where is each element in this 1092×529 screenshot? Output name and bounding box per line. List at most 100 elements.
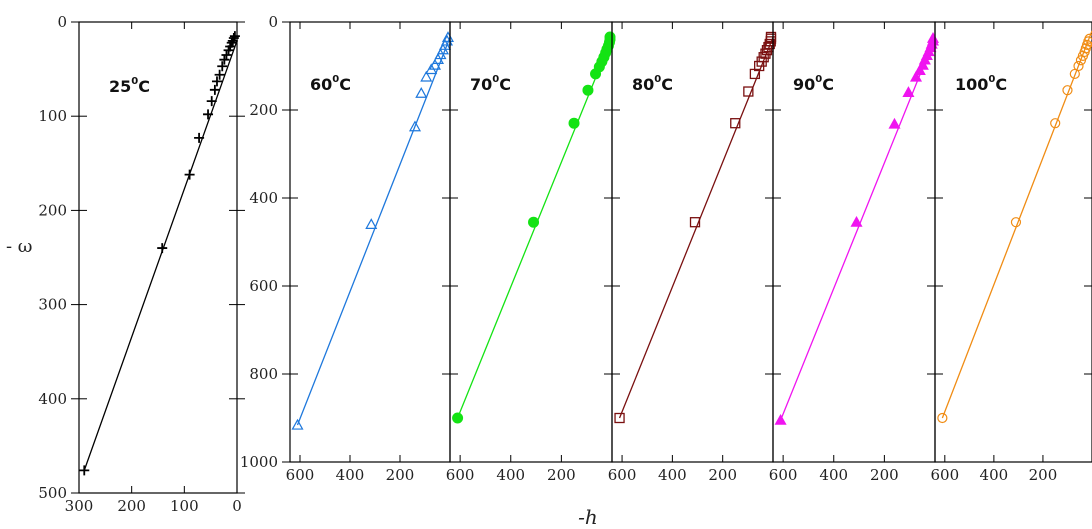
temperature-label: 600C (310, 74, 351, 94)
y-tick-label: 200 (38, 201, 67, 219)
y-axis-label: - ω (6, 236, 32, 257)
data-point (211, 76, 222, 87)
data-point (765, 31, 777, 43)
x-tick-label: 200 (386, 466, 415, 484)
data-point (764, 38, 775, 50)
y-tick-label: 100 (38, 107, 67, 125)
x-tick-label: 200 (547, 466, 576, 484)
fit-line (779, 37, 936, 421)
data-point (194, 132, 205, 143)
x-tick-label: 200 (1029, 466, 1058, 484)
data-point (760, 48, 771, 59)
temperature-label: 250C (109, 76, 150, 96)
data-point (452, 412, 464, 424)
data-point (1073, 60, 1084, 72)
data-point (689, 217, 701, 228)
x-tick-label: 200 (870, 466, 899, 484)
y-tick-label: 400 (249, 189, 278, 207)
x-tick-label: 600 (286, 466, 315, 484)
plot-frame (78, 21, 238, 494)
y-tick-label: 800 (249, 365, 278, 383)
data-point (203, 109, 214, 120)
data-point (229, 31, 240, 42)
data-point (888, 117, 901, 129)
data-point (916, 58, 929, 70)
panel-1: 300 200 100 0 0 100 200 300 400 500 250C (38, 13, 245, 515)
data-point (1062, 85, 1073, 96)
x-tick-label: 400 (819, 466, 848, 484)
data-point (408, 120, 422, 132)
data-point (217, 61, 228, 72)
fit-line (618, 37, 774, 419)
temperature-label: 700C (470, 74, 511, 94)
data-point (528, 216, 540, 228)
x-tick-label: 100 (170, 497, 199, 515)
x-tick-label: 400 (336, 466, 365, 484)
data-point (758, 52, 769, 63)
data-point (614, 412, 625, 424)
y-tick-label: 600 (249, 277, 278, 295)
fit-line (296, 37, 451, 426)
data-point (1050, 118, 1061, 129)
data-point (184, 169, 195, 180)
data-point (157, 243, 168, 254)
data-point (226, 37, 237, 48)
data-point (221, 49, 232, 60)
panel-5: 600 400 200 900C (765, 21, 943, 484)
data-point (909, 70, 923, 82)
data-point (902, 86, 915, 98)
data-point (1084, 33, 1092, 44)
panels: 300 200 100 0 0 100 200 300 400 500 250C 600 400 200 0… (38, 13, 1092, 515)
panel-6: 600 400 200 1000C (927, 21, 1092, 484)
data-point (743, 86, 754, 97)
plot-frame (934, 21, 1092, 463)
data-point (209, 84, 220, 95)
data-point (568, 117, 580, 129)
x-tick-label: 400 (496, 466, 525, 484)
data-point (926, 32, 940, 43)
x-tick-label: 600 (769, 466, 798, 484)
data-point (219, 54, 230, 65)
x-axis-label: -h (578, 505, 598, 529)
x-tick-label: 600 (930, 466, 959, 484)
x-tick-label: 300 (65, 497, 94, 515)
y-tick-label: 0 (57, 13, 67, 31)
data-point (604, 31, 616, 43)
data-point (730, 118, 741, 129)
data-point (1010, 217, 1022, 228)
fit-line (83, 40, 238, 471)
temperature-label: 800C (632, 74, 673, 94)
data-point (420, 70, 433, 82)
data-point (415, 87, 428, 98)
y-tick-label: 400 (38, 390, 67, 408)
panel-2: 600 400 200 0 200 400 600 800 1000 600C (240, 13, 458, 484)
x-tick-label: 200 (117, 497, 146, 515)
y-tick-label: 1000 (240, 453, 278, 471)
x-tick-label: 400 (980, 466, 1009, 484)
data-point (1083, 36, 1092, 47)
data-point (913, 64, 926, 76)
x-tick-label: 200 (708, 466, 737, 484)
data-point (228, 33, 239, 44)
data-point (582, 84, 594, 96)
data-point (850, 215, 863, 227)
x-tick-label: 600 (608, 466, 637, 484)
data-point (206, 96, 217, 107)
x-tick-label: 600 (446, 466, 475, 484)
fit-line (456, 37, 613, 419)
temperature-label: 1000C (955, 74, 1007, 94)
data-point (774, 413, 787, 425)
data-point (291, 418, 304, 430)
y-tick-label: 300 (38, 296, 67, 314)
x-tick-label: 400 (658, 466, 687, 484)
data-point (428, 58, 442, 70)
y-tick-label: 200 (249, 101, 278, 119)
data-point (365, 218, 378, 229)
y-tick-label: 0 (268, 13, 278, 31)
data-point (937, 412, 948, 424)
panel-3: 600 400 200 700C (442, 21, 620, 484)
y-tick-label: 500 (38, 484, 67, 502)
data-point (79, 465, 90, 476)
panel-4: 600 400 200 800C (604, 21, 781, 484)
